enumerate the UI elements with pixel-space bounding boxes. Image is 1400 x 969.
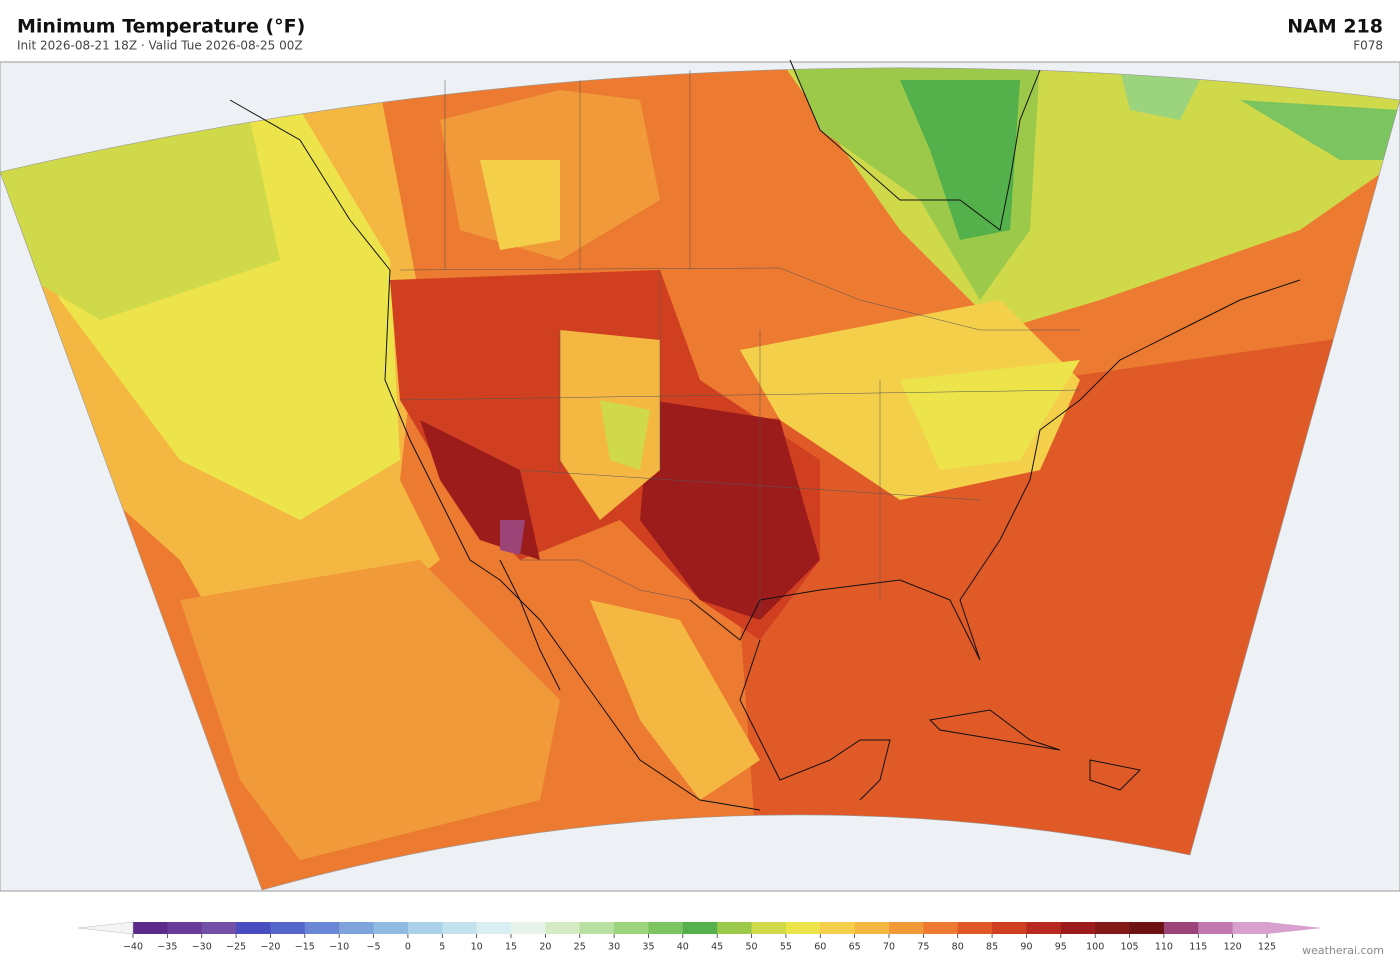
colorbar-segment xyxy=(1129,922,1165,934)
colorbar-tick-label: 50 xyxy=(745,942,757,953)
colorbar-segment xyxy=(133,922,168,934)
colorbar-segment xyxy=(717,922,753,934)
colorbar-segment xyxy=(304,922,340,934)
colorbar-tick-label: 125 xyxy=(1258,942,1276,953)
title: Minimum Temperature (°F) xyxy=(17,16,305,38)
colorbar-segment xyxy=(373,922,409,934)
colorbar-segment xyxy=(1232,922,1268,934)
colorbar-tick-label: 110 xyxy=(1155,942,1173,953)
borders xyxy=(399,70,1081,620)
colorbar-segment xyxy=(579,922,615,934)
colorbar-tick-label: 35 xyxy=(642,942,654,953)
colorbar-segment xyxy=(236,922,271,934)
colorbar-segment xyxy=(854,922,890,934)
colorbar-tick-label: −40 xyxy=(123,942,143,953)
colorbar-tick-label: 20 xyxy=(539,942,551,953)
subtitle: Init 2026-08-21 18Z · Valid Tue 2026-08-… xyxy=(17,39,303,53)
colorbar-segment xyxy=(648,922,684,934)
colorbar-tick-label: 5 xyxy=(439,942,445,953)
colorbar-tick-label: 90 xyxy=(1020,942,1032,953)
colorbar-segment xyxy=(511,922,546,934)
colorbar-segment xyxy=(957,922,993,934)
colorbar-tick-label: 75 xyxy=(917,942,929,953)
colorbar-tick-label: 55 xyxy=(780,942,792,953)
colorbar-tick-label: 15 xyxy=(505,942,517,953)
colorbar-segment xyxy=(751,922,787,934)
colorbar-over xyxy=(1267,922,1322,934)
colorbar-tick-label: −25 xyxy=(226,942,246,953)
colorbar-segment xyxy=(476,922,512,934)
colorbar-tick-label: −10 xyxy=(329,942,349,953)
colorbar-tick-label: 120 xyxy=(1224,942,1242,953)
colorbar-tick-label: −35 xyxy=(157,942,177,953)
colorbar-tick-label: 105 xyxy=(1120,942,1138,953)
colorbar-segment xyxy=(1026,922,1062,934)
colorbar-segment xyxy=(545,922,581,934)
colorbar: −40 −35 −30 −25 −20 −15 −10 −5 0 5 10 15 20 25 30 35 40 4… xyxy=(77,921,1322,953)
colorbar-segment xyxy=(339,922,375,934)
colorbar-tick-label: 30 xyxy=(608,942,620,953)
colorbar-tick-label: 115 xyxy=(1189,942,1207,953)
colorbar-tick-label: 100 xyxy=(1086,942,1104,953)
colorbar-tick-label: 65 xyxy=(849,942,861,953)
colorbar-tick-label: −20 xyxy=(260,942,280,953)
colorbar-segment xyxy=(407,922,443,934)
colorbar-segment xyxy=(1198,922,1234,934)
colorbar-segment xyxy=(442,922,478,934)
colorbar-tick-label: 70 xyxy=(883,942,895,953)
colorbar-tick-label: 45 xyxy=(711,942,723,953)
watermark: weatherai.com xyxy=(1302,944,1384,957)
colorbar-segment xyxy=(614,922,649,934)
colorbar-segment xyxy=(270,922,306,934)
colorbar-tick-label: 60 xyxy=(814,942,826,953)
colorbar-segment xyxy=(167,922,203,934)
colorbar-tick-label: 0 xyxy=(405,942,411,953)
colorbar-tick-label: 40 xyxy=(677,942,689,953)
colorbar-tick-label: 80 xyxy=(952,942,964,953)
colorbar-tick-label: 95 xyxy=(1055,942,1067,953)
colorbar-tick-label: −30 xyxy=(192,942,212,953)
colorbar-segment xyxy=(1163,922,1199,934)
colorbar-tick-label: 85 xyxy=(986,942,998,953)
colorbar-tick-label: −15 xyxy=(295,942,315,953)
colorbar-segment xyxy=(682,922,718,934)
colorbar-tick-label: 10 xyxy=(471,942,483,953)
colorbar-segment xyxy=(889,922,924,934)
coastlines xyxy=(229,59,1301,811)
colorbar-tick-label: −5 xyxy=(367,942,381,953)
colorbar-segment xyxy=(785,922,821,934)
colorbar-segment xyxy=(1095,922,1131,934)
model: NAM 218 xyxy=(1287,16,1383,38)
colorbar-segment xyxy=(201,922,237,934)
colorbar-segment xyxy=(820,922,856,934)
colorbar-segment xyxy=(1060,922,1096,934)
forecast-hour: F078 xyxy=(1353,39,1383,53)
colorbar-segment xyxy=(992,922,1027,934)
colorbar-tick-label: 25 xyxy=(574,942,586,953)
colorbar-segment xyxy=(923,922,959,934)
colorbar-under xyxy=(77,921,134,935)
